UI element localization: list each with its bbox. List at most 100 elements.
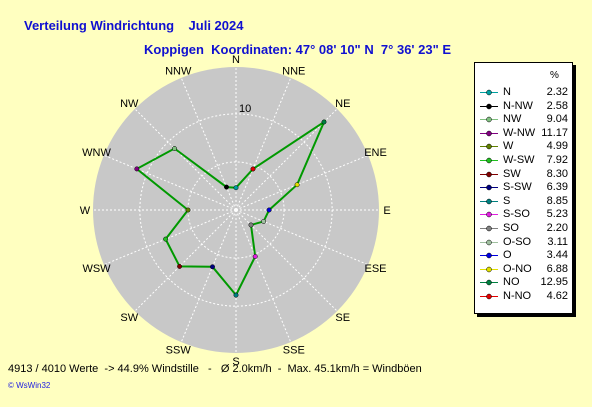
- data-point-ne: [321, 119, 327, 125]
- legend-label: N-NW: [503, 99, 533, 112]
- legend-row: S-SO 5.23: [475, 208, 572, 221]
- legend-row: W 4.99: [475, 140, 572, 153]
- legend-row: N-NW 2.58: [475, 100, 572, 113]
- legend-value: 2.58: [546, 99, 568, 112]
- r-tick-label: 10: [239, 103, 251, 115]
- legend-value: 2.32: [546, 86, 568, 98]
- legend-value: 3.44: [546, 249, 568, 262]
- chart-title: Verteilung Windrichtung Juli 2024: [24, 18, 244, 33]
- legend-value: 8.30: [546, 167, 568, 180]
- legend-swatch: [480, 103, 498, 109]
- legend-swatch: [480, 89, 498, 96]
- direction-label-se: SE: [335, 312, 350, 324]
- direction-label-n: N: [232, 54, 240, 66]
- legend-value: 11.17: [541, 126, 568, 139]
- ring-10: [139, 113, 333, 307]
- legend-swatch: [480, 280, 498, 286]
- legend-swatch: [480, 130, 498, 137]
- direction-label-sse: SSE: [283, 345, 305, 357]
- legend-label: SO: [503, 222, 519, 234]
- direction-label-ssw: SSW: [166, 345, 192, 357]
- data-point-w: [185, 207, 191, 213]
- data-point-wnw: [134, 166, 140, 172]
- software-credit: © WsWin32: [8, 381, 51, 390]
- legend-swatch: [480, 116, 498, 123]
- data-point-ese: [261, 218, 267, 224]
- legend-header: %: [550, 70, 559, 81]
- legend-row: N-NO 4.62: [475, 290, 572, 303]
- legend-value: 6.88: [546, 262, 568, 275]
- direction-label-wnw: WNW: [82, 147, 111, 159]
- legend-swatch: [480, 252, 498, 259]
- legend-row: O-SO 3.11: [475, 236, 572, 249]
- legend-row: NW 9.04: [475, 113, 572, 126]
- legend-label: O: [503, 249, 512, 262]
- legend-value: 7.92: [546, 154, 568, 166]
- legend-row: SW 8.30: [475, 168, 572, 181]
- legend-swatch: [480, 198, 498, 205]
- legend-label: SW: [503, 167, 521, 180]
- legend-row: W-SW 7.92: [475, 154, 572, 167]
- legend-value: 3.11: [547, 235, 568, 248]
- direction-label-e: E: [383, 205, 390, 217]
- legend-row: S 8.85: [475, 195, 572, 208]
- chart-subtitle: Koppigen Koordinaten: 47° 08' 10" N 7° 3…: [144, 42, 452, 57]
- direction-label-nnw: NNW: [165, 65, 192, 77]
- data-point-wsw: [163, 236, 169, 242]
- data-point-sw: [177, 263, 183, 269]
- legend-value: 2.20: [546, 222, 568, 234]
- legend-row: W-NW 11.17: [475, 127, 572, 140]
- direction-label-ne: NE: [335, 98, 350, 110]
- legend-swatch: [480, 157, 498, 164]
- legend-label: N: [503, 86, 511, 98]
- direction-label-ene: ENE: [364, 147, 387, 159]
- data-point-e: [266, 207, 272, 213]
- legend-label: W-NW: [503, 126, 536, 139]
- legend-value: 4.62: [546, 290, 568, 302]
- footer-stats: 4913 / 4010 Werte -> 44.9% Windstille - …: [8, 363, 422, 375]
- data-point-nne: [250, 166, 256, 172]
- direction-label-s: S: [232, 356, 239, 368]
- legend-row: O-NO 6.88: [475, 263, 572, 276]
- data-point-nnw: [224, 184, 229, 190]
- legend-value: 5.23: [546, 208, 568, 221]
- direction-label-nw: NW: [120, 98, 139, 110]
- data-point-s: [233, 292, 239, 298]
- direction-label-sw: SW: [120, 312, 138, 324]
- legend-row: NO 12.95: [475, 276, 572, 289]
- data-point-nw: [172, 146, 177, 151]
- legend-swatch: [480, 184, 498, 191]
- legend-swatch: [480, 144, 498, 150]
- legend-value: 6.39: [546, 181, 568, 194]
- direction-label-w: W: [80, 205, 91, 217]
- legend-value: 8.85: [546, 194, 568, 207]
- legend-row: S-SW 6.39: [475, 181, 572, 194]
- legend-swatch: [480, 293, 498, 300]
- legend-label: O-SO: [503, 235, 532, 248]
- legend-row: O 3.44: [475, 249, 572, 262]
- legend-label: S: [503, 194, 511, 207]
- legend-row: N 2.32: [475, 86, 572, 99]
- data-point-ssw: [210, 264, 215, 270]
- legend-swatch: [480, 266, 498, 273]
- data-point-sse: [252, 254, 258, 259]
- legend-swatch: [480, 212, 498, 218]
- legend-swatch: [480, 239, 498, 245]
- legend-label: O-NO: [503, 262, 532, 275]
- legend-value: 12.95: [540, 276, 568, 289]
- direction-label-nne: NNE: [282, 65, 305, 77]
- direction-label-ese: ESE: [364, 263, 386, 275]
- legend-label: W: [503, 140, 514, 153]
- legend-label: NO: [503, 276, 520, 289]
- legend-label: NW: [503, 113, 522, 126]
- direction-label-wsw: WSW: [82, 263, 111, 275]
- legend-label: W-SW: [503, 154, 535, 166]
- legend-label: S-SW: [503, 181, 532, 194]
- legend-row: SO 2.20: [475, 222, 572, 235]
- ring-5: [187, 161, 285, 259]
- legend-swatch: [480, 225, 498, 232]
- legend-swatch: [480, 171, 498, 177]
- legend-label: N-NO: [503, 290, 532, 302]
- legend-label: S-SO: [503, 208, 530, 221]
